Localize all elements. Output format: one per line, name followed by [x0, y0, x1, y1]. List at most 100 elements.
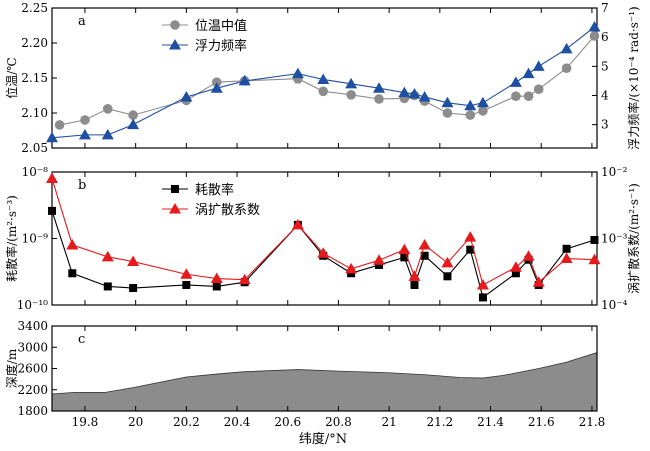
data-point — [102, 104, 113, 114]
data-point — [420, 251, 429, 260]
data-point — [560, 42, 573, 54]
x-tick-label: 21.8 — [579, 415, 606, 429]
data-point — [476, 96, 489, 108]
legend-marker — [169, 39, 181, 50]
series-line — [59, 35, 595, 126]
y-axis-label-left: 耗散率/(m²·s⁻³) — [4, 195, 19, 282]
y-tick-label-left: 10⁻⁸ — [22, 165, 49, 179]
data-point — [400, 253, 409, 262]
data-point — [291, 67, 304, 79]
data-point — [48, 206, 56, 215]
data-point — [318, 86, 329, 97]
data-point — [129, 284, 138, 293]
data-point — [374, 94, 384, 104]
data-point — [509, 76, 522, 87]
data-point — [66, 238, 79, 250]
legend-label: 耗散率 — [195, 182, 234, 198]
x-tick-label: 20.8 — [325, 415, 352, 429]
data-point — [408, 88, 421, 99]
data-point — [588, 20, 601, 32]
y-tick-label-right: 5 — [601, 59, 609, 73]
y-tick-label-left: 3400 — [17, 319, 48, 333]
plot-layer: 2.05 2.10 2.15 2.20 2.25 3 4 5 6 7 a 位温/℃ 浮力频率/(×10⁻… — [4, 1, 641, 429]
data-point — [464, 99, 477, 111]
y-axis-label-right: 浮力频率/(×10⁻⁴ rad·s⁻¹) — [626, 6, 641, 149]
data-point — [418, 238, 431, 250]
y-tick-label-left: 1800 — [17, 404, 48, 418]
panel-b: 10⁻¹⁰ 10⁻⁹ 10⁻⁸ 10⁻⁴ 10⁻³ 10⁻² b 耗散率/(m²·s⁻³) 涡扩… — [4, 165, 641, 312]
data-point — [442, 108, 453, 118]
data-point — [238, 74, 251, 86]
data-point — [210, 272, 223, 284]
x-tick-label: 19.8 — [72, 415, 99, 429]
y-tick-label-left: 2600 — [17, 362, 48, 376]
y-tick-label-left: 2.05 — [21, 141, 48, 155]
data-point — [562, 244, 571, 253]
x-tick-label: 20.6 — [274, 415, 301, 429]
legend-marker — [170, 20, 180, 30]
data-point — [127, 255, 140, 267]
data-point — [180, 268, 193, 279]
y-axis-label-left: 深度/m — [4, 348, 19, 388]
x-tick-label: 21 — [381, 415, 396, 429]
data-point — [464, 231, 477, 242]
panel-a: 2.05 2.10 2.15 2.20 2.25 3 4 5 6 7 a 位温/℃ 浮力频率/(×10⁻… — [4, 1, 641, 155]
data-point — [238, 273, 251, 285]
x-axis-label: 纬度/°N — [299, 431, 347, 447]
data-point — [211, 77, 222, 87]
data-point — [398, 86, 411, 98]
data-point — [80, 115, 90, 125]
y-tick-label-right: 10⁻² — [601, 165, 628, 179]
series-line — [51, 178, 595, 286]
y-tick-label-left: 2.25 — [21, 1, 48, 15]
data-point — [210, 82, 223, 93]
y-tick-label-right: 10⁻⁴ — [601, 298, 628, 312]
data-point — [532, 60, 545, 71]
data-point — [522, 67, 535, 79]
y-tick-label-right: 4 — [601, 89, 609, 103]
y-tick-label-left: 10⁻⁹ — [22, 232, 49, 246]
y-axis-label-left: 位温/℃ — [4, 57, 19, 98]
panel-c: 1800 2200 2600 3000 3400 19.8 20 20.2 20.4 20.6 20… — [4, 319, 605, 429]
panel-letter: a — [78, 14, 86, 29]
data-point — [511, 269, 520, 278]
series-2 — [46, 20, 601, 143]
y-tick-label-right: 6 — [601, 30, 609, 44]
data-point — [589, 31, 600, 41]
data-point — [588, 253, 601, 265]
data-point — [46, 131, 58, 143]
data-point — [441, 96, 454, 108]
data-point — [46, 172, 58, 183]
legend-label: 涡扩散系数 — [195, 203, 260, 218]
data-point — [443, 272, 452, 281]
x-tick-label: 21.4 — [477, 415, 504, 429]
series-line — [51, 210, 595, 299]
y-tick-label-right: 7 — [601, 1, 609, 15]
data-point — [532, 276, 545, 287]
legend-marker — [169, 203, 181, 214]
data-point — [523, 91, 534, 101]
data-point — [418, 90, 431, 102]
y-tick-label-right: 10⁻³ — [601, 232, 628, 246]
data-point — [373, 254, 385, 265]
y-tick-label-left: 2.15 — [21, 71, 48, 85]
data-point — [465, 110, 476, 120]
x-tick-label: 20 — [128, 415, 143, 429]
seafloor-area — [51, 352, 598, 412]
data-point — [522, 250, 535, 261]
data-point — [476, 278, 489, 290]
y-tick-label-left: 2.10 — [21, 106, 48, 120]
y-tick-label-left: 10⁻¹⁰ — [17, 298, 48, 312]
data-point — [561, 63, 572, 73]
x-tick-label: 21.2 — [426, 415, 453, 429]
data-point — [398, 243, 411, 255]
data-point — [128, 110, 138, 120]
data-point — [291, 218, 304, 230]
series-2 — [46, 172, 601, 290]
data-point — [509, 261, 522, 272]
legend-label: 位温中值 — [195, 18, 247, 34]
data-point — [345, 262, 358, 274]
data-point — [317, 247, 330, 258]
